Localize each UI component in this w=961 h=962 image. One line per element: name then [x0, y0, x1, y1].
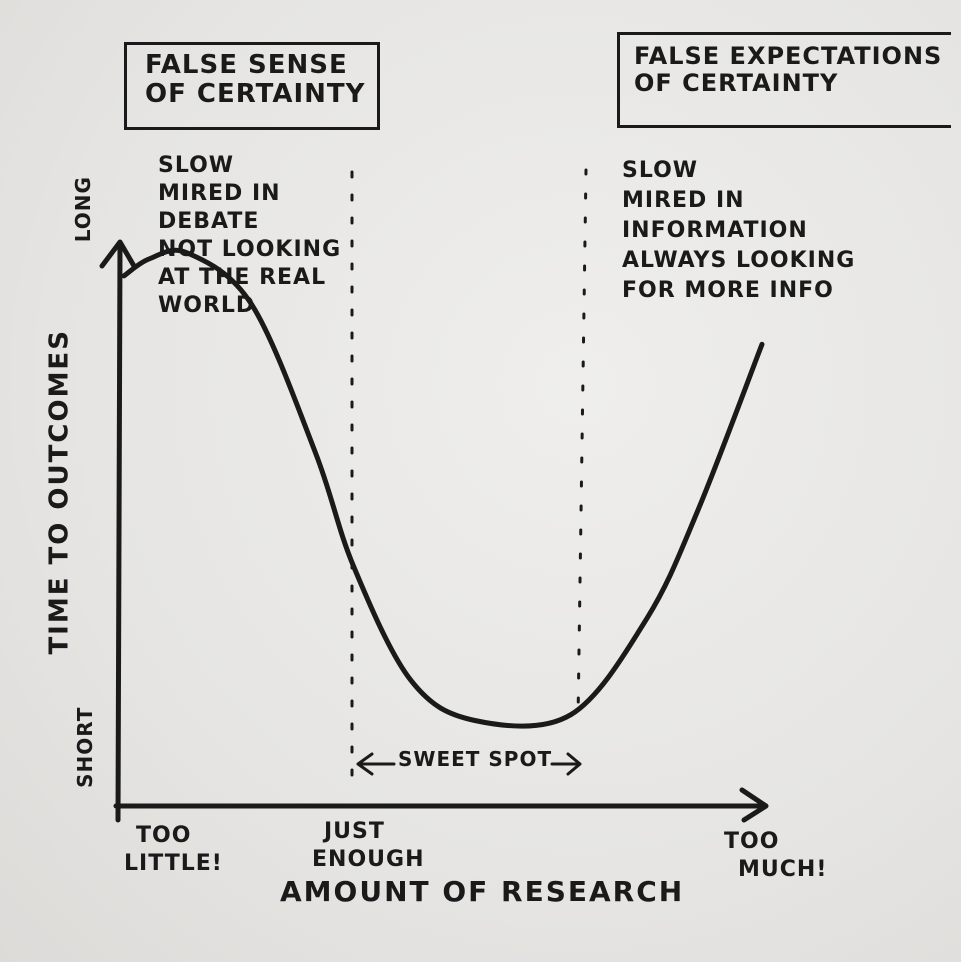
x-tick-just-enough-line2: ENOUGH [312, 847, 425, 872]
outcome-curve [121, 247, 765, 729]
x-axis-arrowhead [739, 787, 769, 823]
right-note-3: INFORMATION [622, 218, 808, 243]
sweet-spot-label: SWEET SPOT [398, 747, 553, 771]
left-note-1: SLOW [158, 153, 235, 178]
false-sense-label-line1: FALSE SENSE [145, 50, 348, 80]
right-notes: SLOW MIRED IN INFORMATION ALWAYS LOOKING… [622, 156, 855, 306]
false-expectations-box: FALSE EXPECTATIONS OF CERTAINTY [617, 32, 951, 128]
left-note-3: DEBATE [158, 209, 260, 234]
x-tick-too-much: TOO MUCH! [724, 828, 827, 884]
x-tick-too-little: TOO LITTLE! [124, 822, 223, 878]
right-note-2: MIRED IN [622, 188, 745, 213]
left-note-5: AT THE REAL [158, 265, 327, 290]
false-sense-label-line2: OF CERTAINTY [145, 79, 366, 110]
sweet-spot-right-arrow [550, 752, 582, 776]
left-notes: SLOW MIRED IN DEBATE NOT LOOKING AT THE … [158, 152, 341, 320]
y-axis-arrowhead [99, 239, 137, 269]
x-tick-too-much-line2: MUCH! [738, 857, 828, 882]
x-tick-too-much-line1: TOO [724, 829, 780, 854]
false-expectations-label-line1: FALSE EXPECTATIONS [634, 42, 943, 70]
y-axis-line [115, 243, 123, 823]
x-tick-too-little-line1: TOO [136, 823, 192, 848]
right-note-4: ALWAYS LOOKING [622, 248, 856, 273]
too-much-divider [576, 168, 588, 722]
x-tick-just-enough-line1: JUST [324, 819, 385, 844]
sweet-spot-left-arrow [356, 752, 396, 776]
right-note-5: FOR MORE INFO [622, 278, 834, 303]
right-note-1: SLOW [622, 158, 699, 183]
false-expectations-label-line2: OF CERTAINTY [634, 68, 839, 97]
false-sense-box: FALSE SENSE OF CERTAINTY [124, 42, 380, 130]
x-tick-too-little-line2: LITTLE! [124, 851, 223, 876]
left-note-6: WORLD [158, 293, 256, 318]
x-axis-label: AMOUNT OF RESEARCH [280, 875, 685, 908]
x-tick-just-enough: JUST ENOUGH [312, 818, 424, 874]
left-note-2: MIRED IN [158, 181, 281, 206]
left-note-4: NOT LOOKING [158, 237, 342, 262]
